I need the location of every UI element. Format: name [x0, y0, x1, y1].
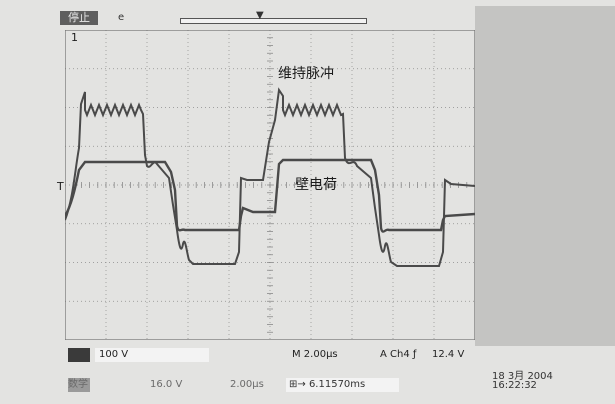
channel-1-marker: 1 — [71, 31, 78, 44]
run-status-label: 停止 — [60, 11, 98, 25]
graticule — [64, 29, 476, 341]
wall-charge-label: 壁电荷 — [295, 177, 337, 193]
cursor-readout-value: 6.11570ms — [308, 379, 366, 390]
top-status-bar: 停止 e ▼ — [60, 8, 475, 28]
cursor-readout: ⊞→ 6.11570ms — [286, 378, 399, 392]
math-status-bar: 数学 16.0 V 2.00μs ⊞→ 6.11570ms — [60, 377, 480, 393]
trigger-source: A Ch4 ƒ — [380, 349, 417, 360]
side-menu-panel — [475, 6, 615, 346]
math-label: 数学 — [68, 378, 90, 392]
waveform-svg — [63, 29, 476, 341]
channel-scale: 100 V — [95, 348, 209, 362]
trigger-level: 12.4 V — [432, 349, 465, 360]
time-readout: 16:22:32 — [492, 380, 537, 391]
sustain-pulse-trace — [64, 87, 476, 267]
waveform-plot: 1 T 维持脉冲 壁电荷 — [57, 29, 476, 341]
date-readout: 18 3月 2004 — [492, 371, 553, 382]
settings-bar: 100 V M 2.00μs A Ch4 ƒ 12.4 V — [60, 347, 480, 363]
wall-charge-trace — [63, 158, 476, 233]
sustain-pulse-label: 维持脉冲 — [278, 66, 334, 82]
math-scale: 16.0 V — [150, 379, 183, 390]
trigger-position-marker: e — [118, 12, 125, 23]
channel-indicator — [68, 348, 90, 362]
math-time: 2.00μs — [230, 379, 264, 390]
ground-level-marker: T — [57, 180, 64, 193]
time-scale: M 2.00μs — [292, 349, 338, 360]
record-view-bar — [180, 18, 367, 24]
record-position-icon: ▼ — [256, 10, 264, 21]
